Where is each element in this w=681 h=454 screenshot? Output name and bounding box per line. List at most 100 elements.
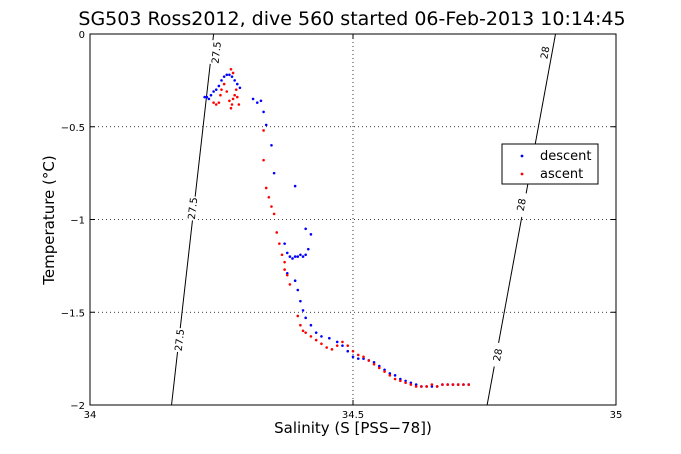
data-point-ascent xyxy=(388,374,392,377)
data-point-ascent xyxy=(264,186,268,190)
data-point-ascent xyxy=(409,383,413,386)
data-point-ascent xyxy=(335,344,339,347)
data-point-ascent xyxy=(222,82,226,86)
data-point-descent xyxy=(270,144,273,147)
legend-label-descent: descent xyxy=(540,149,592,164)
y-tick-label: −1.5 xyxy=(61,308,85,319)
chart-title: SG503 Ross2012, dive 560 started 06-Feb-… xyxy=(78,8,625,30)
y-tick-label: 0 xyxy=(79,30,85,41)
axis-ticks: 34 34.5 35 −2 −1.5 −1 −0.5 0 xyxy=(61,30,623,421)
isopycnal-label: 27.5 xyxy=(211,41,224,64)
data-point-ascent xyxy=(404,381,407,385)
data-point-descent xyxy=(222,75,226,78)
legend-marker-ascent xyxy=(520,172,524,176)
x-tick-label: 34.5 xyxy=(342,410,364,421)
isopycnal-label-bg xyxy=(185,195,200,221)
data-point-ascent xyxy=(283,268,286,271)
data-point-ascent xyxy=(467,383,471,386)
data-point-ascent xyxy=(430,383,434,386)
data-point-ascent xyxy=(309,335,313,338)
data-point-ascent xyxy=(325,346,329,349)
isopycnal-label-bg xyxy=(513,191,530,218)
data-point-descent xyxy=(293,279,297,283)
data-point-descent xyxy=(235,82,239,86)
data-point-ascent xyxy=(341,340,344,344)
data-point-ascent xyxy=(456,383,460,386)
data-point-descent xyxy=(285,271,289,275)
data-point-ascent xyxy=(278,242,281,245)
data-point-descent xyxy=(304,227,307,231)
data-point-ascent xyxy=(285,273,289,277)
data-point-descent xyxy=(356,357,360,360)
data-point-descent xyxy=(372,361,376,364)
data-point-ascent xyxy=(234,88,238,91)
data-point-descent xyxy=(304,316,307,320)
data-point-ascent xyxy=(451,383,455,386)
isopycnal-label: 28 xyxy=(539,45,552,60)
data-point-descent xyxy=(404,379,407,383)
data-point-ascent xyxy=(301,329,305,333)
data-point-descent xyxy=(262,110,265,114)
data-point-ascent xyxy=(462,383,465,386)
data-point-ascent xyxy=(231,97,235,101)
data-point-descent xyxy=(288,255,292,258)
data-point-ascent xyxy=(233,93,236,97)
data-point-ascent xyxy=(346,344,350,347)
data-point-descent xyxy=(217,84,221,88)
data-point-ascent xyxy=(367,359,371,362)
data-point-ascent xyxy=(231,71,235,75)
data-point-descent xyxy=(283,242,286,245)
data-point-ascent xyxy=(217,101,221,104)
data-point-descent xyxy=(341,344,344,347)
data-point-descent xyxy=(328,336,331,340)
data-point-ascent xyxy=(272,212,276,216)
x-axis-label: Salinity (S [PSS−78]) xyxy=(274,419,432,437)
data-point-descent xyxy=(306,247,310,251)
data-point-ascent xyxy=(320,342,323,346)
data-point-ascent xyxy=(228,99,231,103)
isopycnal-label-bg xyxy=(208,39,224,66)
isopycnal-label-bg xyxy=(172,327,187,353)
data-point-ascent xyxy=(235,95,239,99)
data-point-descent xyxy=(251,97,255,101)
data-point-ascent xyxy=(304,331,307,334)
data-point-descent xyxy=(264,123,268,127)
data-point-ascent xyxy=(351,349,355,353)
isopycnal-label: 27.5 xyxy=(174,329,187,352)
plot-area xyxy=(90,34,616,405)
data-point-descent xyxy=(430,385,434,388)
data-point-descent xyxy=(301,309,305,312)
legend: descent ascent xyxy=(501,143,599,185)
data-points xyxy=(203,67,471,388)
data-point-ascent xyxy=(212,101,215,104)
data-point-ascent xyxy=(275,231,279,234)
data-point-descent xyxy=(293,255,297,258)
data-point-descent xyxy=(393,374,397,377)
data-point-ascent xyxy=(230,103,234,106)
data-point-ascent xyxy=(378,366,381,370)
data-point-descent xyxy=(296,288,300,292)
data-point-ascent xyxy=(262,158,265,162)
data-point-descent xyxy=(383,368,386,372)
data-point-ascent xyxy=(283,260,286,264)
data-point-descent xyxy=(228,73,231,77)
data-point-descent xyxy=(299,299,302,303)
data-point-descent xyxy=(346,349,350,353)
data-point-ascent xyxy=(220,88,223,91)
data-point-descent xyxy=(272,171,276,175)
data-point-ascent xyxy=(267,195,271,199)
data-point-descent xyxy=(238,86,242,90)
y-tick-label: −2 xyxy=(70,401,85,412)
data-point-ascent xyxy=(420,385,423,388)
data-point-descent xyxy=(259,99,263,103)
data-point-ascent xyxy=(214,103,218,106)
data-point-descent xyxy=(309,233,313,236)
data-point-ascent xyxy=(362,355,365,359)
data-point-descent xyxy=(230,75,234,78)
data-point-descent xyxy=(212,90,215,93)
data-point-ascent xyxy=(296,314,300,318)
data-point-ascent xyxy=(446,383,449,386)
data-point-ascent xyxy=(356,353,360,357)
data-point-ascent xyxy=(288,283,292,286)
